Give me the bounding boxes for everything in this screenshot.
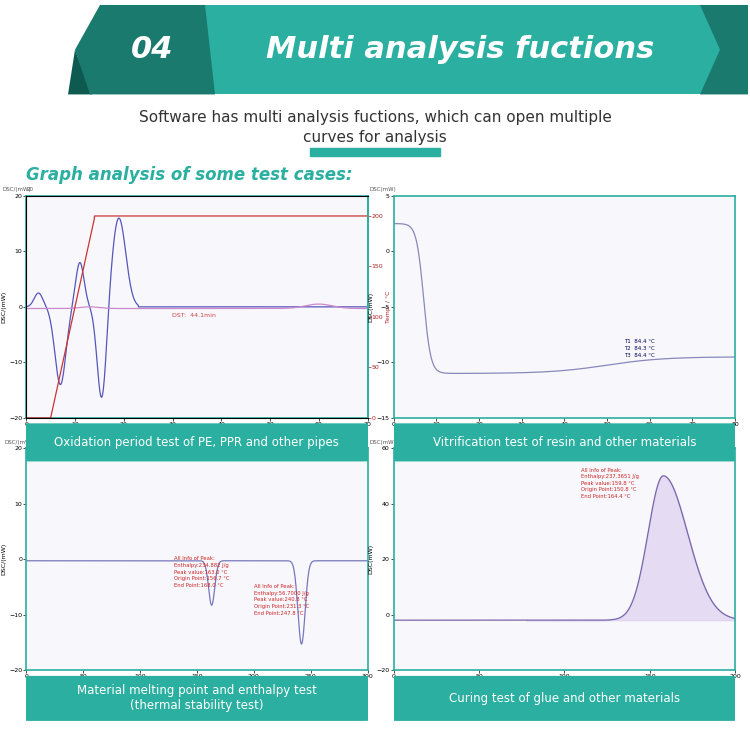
Text: DSC/(mW): DSC/(mW) xyxy=(2,187,31,192)
Text: 60: 60 xyxy=(394,440,400,444)
Y-axis label: Temp. / °C: Temp. / °C xyxy=(386,291,392,323)
X-axis label: Temp. / °C: Temp. / °C xyxy=(181,682,213,687)
Text: DSC/(mW): DSC/(mW) xyxy=(4,440,33,444)
Text: Software has multi analysis fuctions, which can open multiple: Software has multi analysis fuctions, wh… xyxy=(139,110,611,125)
Polygon shape xyxy=(68,50,92,94)
Text: DST:  44.1min: DST: 44.1min xyxy=(172,312,216,318)
Text: curves for analysis: curves for analysis xyxy=(303,130,447,145)
Polygon shape xyxy=(90,5,748,94)
Text: 20: 20 xyxy=(26,187,33,192)
Text: Multi analysis fuctions: Multi analysis fuctions xyxy=(266,35,654,64)
X-axis label: Time /min: Time /min xyxy=(182,430,212,435)
Y-axis label: DSC/(mW): DSC/(mW) xyxy=(2,543,6,575)
Text: All Info of Peak:
Enthalpy:234.882 J/g
Peak value:163.0 °C
Origin Point:156.7 °C: All Info of Peak: Enthalpy:234.882 J/g P… xyxy=(174,556,230,588)
FancyBboxPatch shape xyxy=(383,676,746,721)
Text: T1  84.4 °C
T2  84.3 °C
T3  84.4 °C: T1 84.4 °C T2 84.3 °C T3 84.4 °C xyxy=(624,339,655,358)
Text: All Info of Peak:
Enthalpy:237.3651 J/g
Peak value:159.8 °C
Origin Point:150.8 °: All Info of Peak: Enthalpy:237.3651 J/g … xyxy=(581,468,640,499)
Polygon shape xyxy=(75,5,215,94)
Y-axis label: DSC(mW): DSC(mW) xyxy=(369,544,374,575)
Text: Graph analysis of some test cases:: Graph analysis of some test cases: xyxy=(26,166,352,184)
Y-axis label: DSC(mW): DSC(mW) xyxy=(369,291,374,322)
Text: DSC(mW): DSC(mW) xyxy=(370,187,397,192)
Text: All Info of Peak:
Enthalpy:56.7000 J/g
Peak value:240.8 °C
Origin Point:231.3 °C: All Info of Peak: Enthalpy:56.7000 J/g P… xyxy=(254,584,309,616)
Polygon shape xyxy=(700,5,748,94)
Text: 04: 04 xyxy=(130,35,173,64)
Text: DSC(mW): DSC(mW) xyxy=(370,440,397,444)
Y-axis label: DSC/(mW): DSC/(mW) xyxy=(2,291,6,323)
Text: 20: 20 xyxy=(26,440,33,444)
Text: Curing test of glue and other materials: Curing test of glue and other materials xyxy=(448,692,680,705)
Bar xyxy=(310,148,440,156)
Text: Oxidation period test of PE, PPR and other pipes: Oxidation period test of PE, PPR and oth… xyxy=(55,436,339,449)
FancyBboxPatch shape xyxy=(16,423,378,462)
Text: Material melting point and enthalpy test
(thermal stability test): Material melting point and enthalpy test… xyxy=(77,684,316,712)
FancyBboxPatch shape xyxy=(16,676,378,721)
X-axis label: Temp. / °C: Temp. / °C xyxy=(548,682,580,687)
FancyBboxPatch shape xyxy=(383,423,746,462)
Text: Vitrification test of resin and other materials: Vitrification test of resin and other ma… xyxy=(433,436,696,449)
